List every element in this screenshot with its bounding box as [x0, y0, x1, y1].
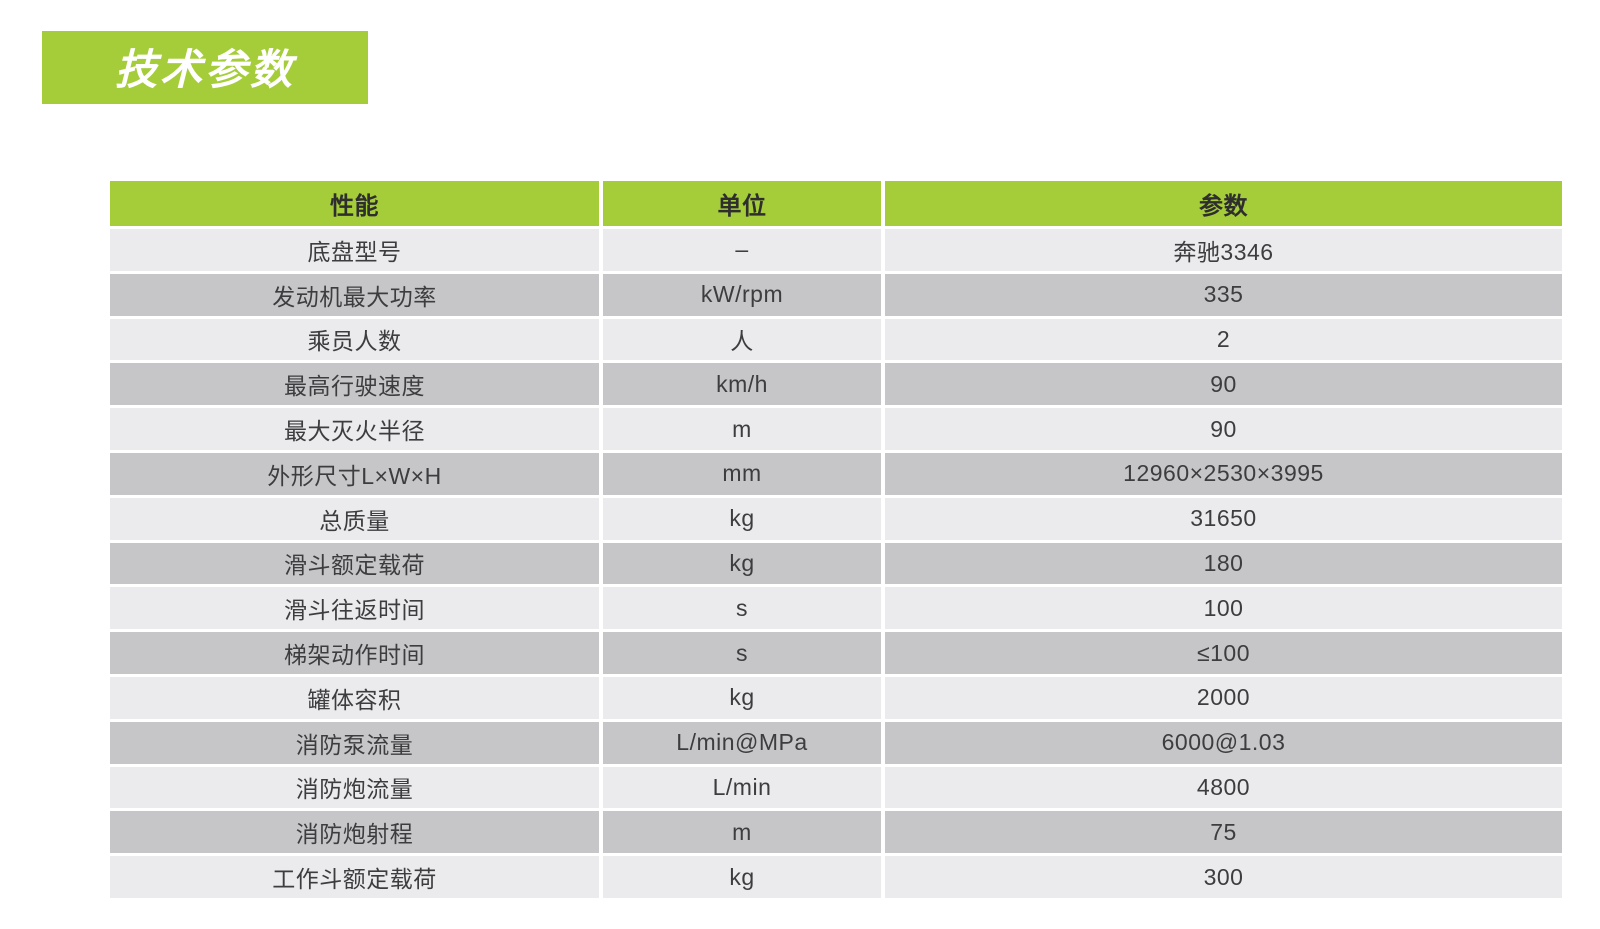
value-cell: 奔驰3346: [885, 229, 1562, 271]
value-cell: 90: [885, 363, 1562, 406]
column-header-unit: 单位: [603, 181, 881, 226]
param-name-cell: 最大灭火半径: [110, 408, 599, 450]
spec-table: 性能 单位 参数 底盘型号 – 奔驰3346 发动机最大功率 kW/rpm 33…: [110, 181, 1562, 898]
param-name-cell: 底盘型号: [110, 229, 599, 271]
param-name-cell: 滑斗往返时间: [110, 587, 599, 630]
unit-cell: –: [603, 229, 881, 271]
value-cell: 90: [885, 408, 1562, 450]
unit-cell: kW/rpm: [603, 273, 881, 316]
unit-cell: kg: [603, 676, 881, 719]
value-cell: 31650: [885, 497, 1562, 540]
value-cell: 100: [885, 587, 1562, 630]
value-cell: 180: [885, 542, 1562, 585]
value-cell: 4800: [885, 766, 1562, 809]
param-name-cell: 滑斗额定载荷: [110, 542, 599, 585]
unit-cell: mm: [603, 452, 881, 495]
param-name-cell: 工作斗额定载荷: [110, 856, 599, 898]
value-cell: 75: [885, 811, 1562, 854]
unit-cell: kg: [603, 856, 881, 898]
page-title: 技术参数: [114, 46, 295, 93]
param-name-cell: 发动机最大功率: [110, 273, 599, 316]
param-name-cell: 消防泵流量: [110, 721, 599, 764]
value-cell: 6000@1.03: [885, 721, 1562, 764]
value-cell: 300: [885, 856, 1562, 898]
param-name-cell: 最高行驶速度: [110, 363, 599, 406]
value-cell: 2: [885, 318, 1562, 361]
unit-cell: 人: [603, 318, 881, 361]
unit-cell: kg: [603, 497, 881, 540]
unit-cell: km/h: [603, 363, 881, 406]
column-header-performance: 性能: [110, 181, 599, 226]
unit-cell: m: [603, 408, 881, 450]
column-header-parameter: 参数: [885, 181, 1562, 226]
unit-cell: kg: [603, 542, 881, 585]
param-name-cell: 总质量: [110, 497, 599, 540]
unit-cell: m: [603, 811, 881, 854]
param-name-cell: 梯架动作时间: [110, 632, 599, 674]
unit-cell: L/min@MPa: [603, 721, 881, 764]
unit-cell: L/min: [603, 766, 881, 809]
param-name-cell: 消防炮流量: [110, 766, 599, 809]
value-cell: 335: [885, 273, 1562, 316]
unit-cell: s: [603, 587, 881, 630]
param-name-cell: 外形尺寸L×W×H: [110, 452, 599, 495]
value-cell: 2000: [885, 676, 1562, 719]
param-name-cell: 罐体容积: [110, 676, 599, 719]
value-cell: ≤100: [885, 632, 1562, 674]
section-title-banner: 技术参数: [42, 31, 368, 104]
param-name-cell: 乘员人数: [110, 318, 599, 361]
value-cell: 12960×2530×3995: [885, 452, 1562, 495]
param-name-cell: 消防炮射程: [110, 811, 599, 854]
unit-cell: s: [603, 632, 881, 674]
